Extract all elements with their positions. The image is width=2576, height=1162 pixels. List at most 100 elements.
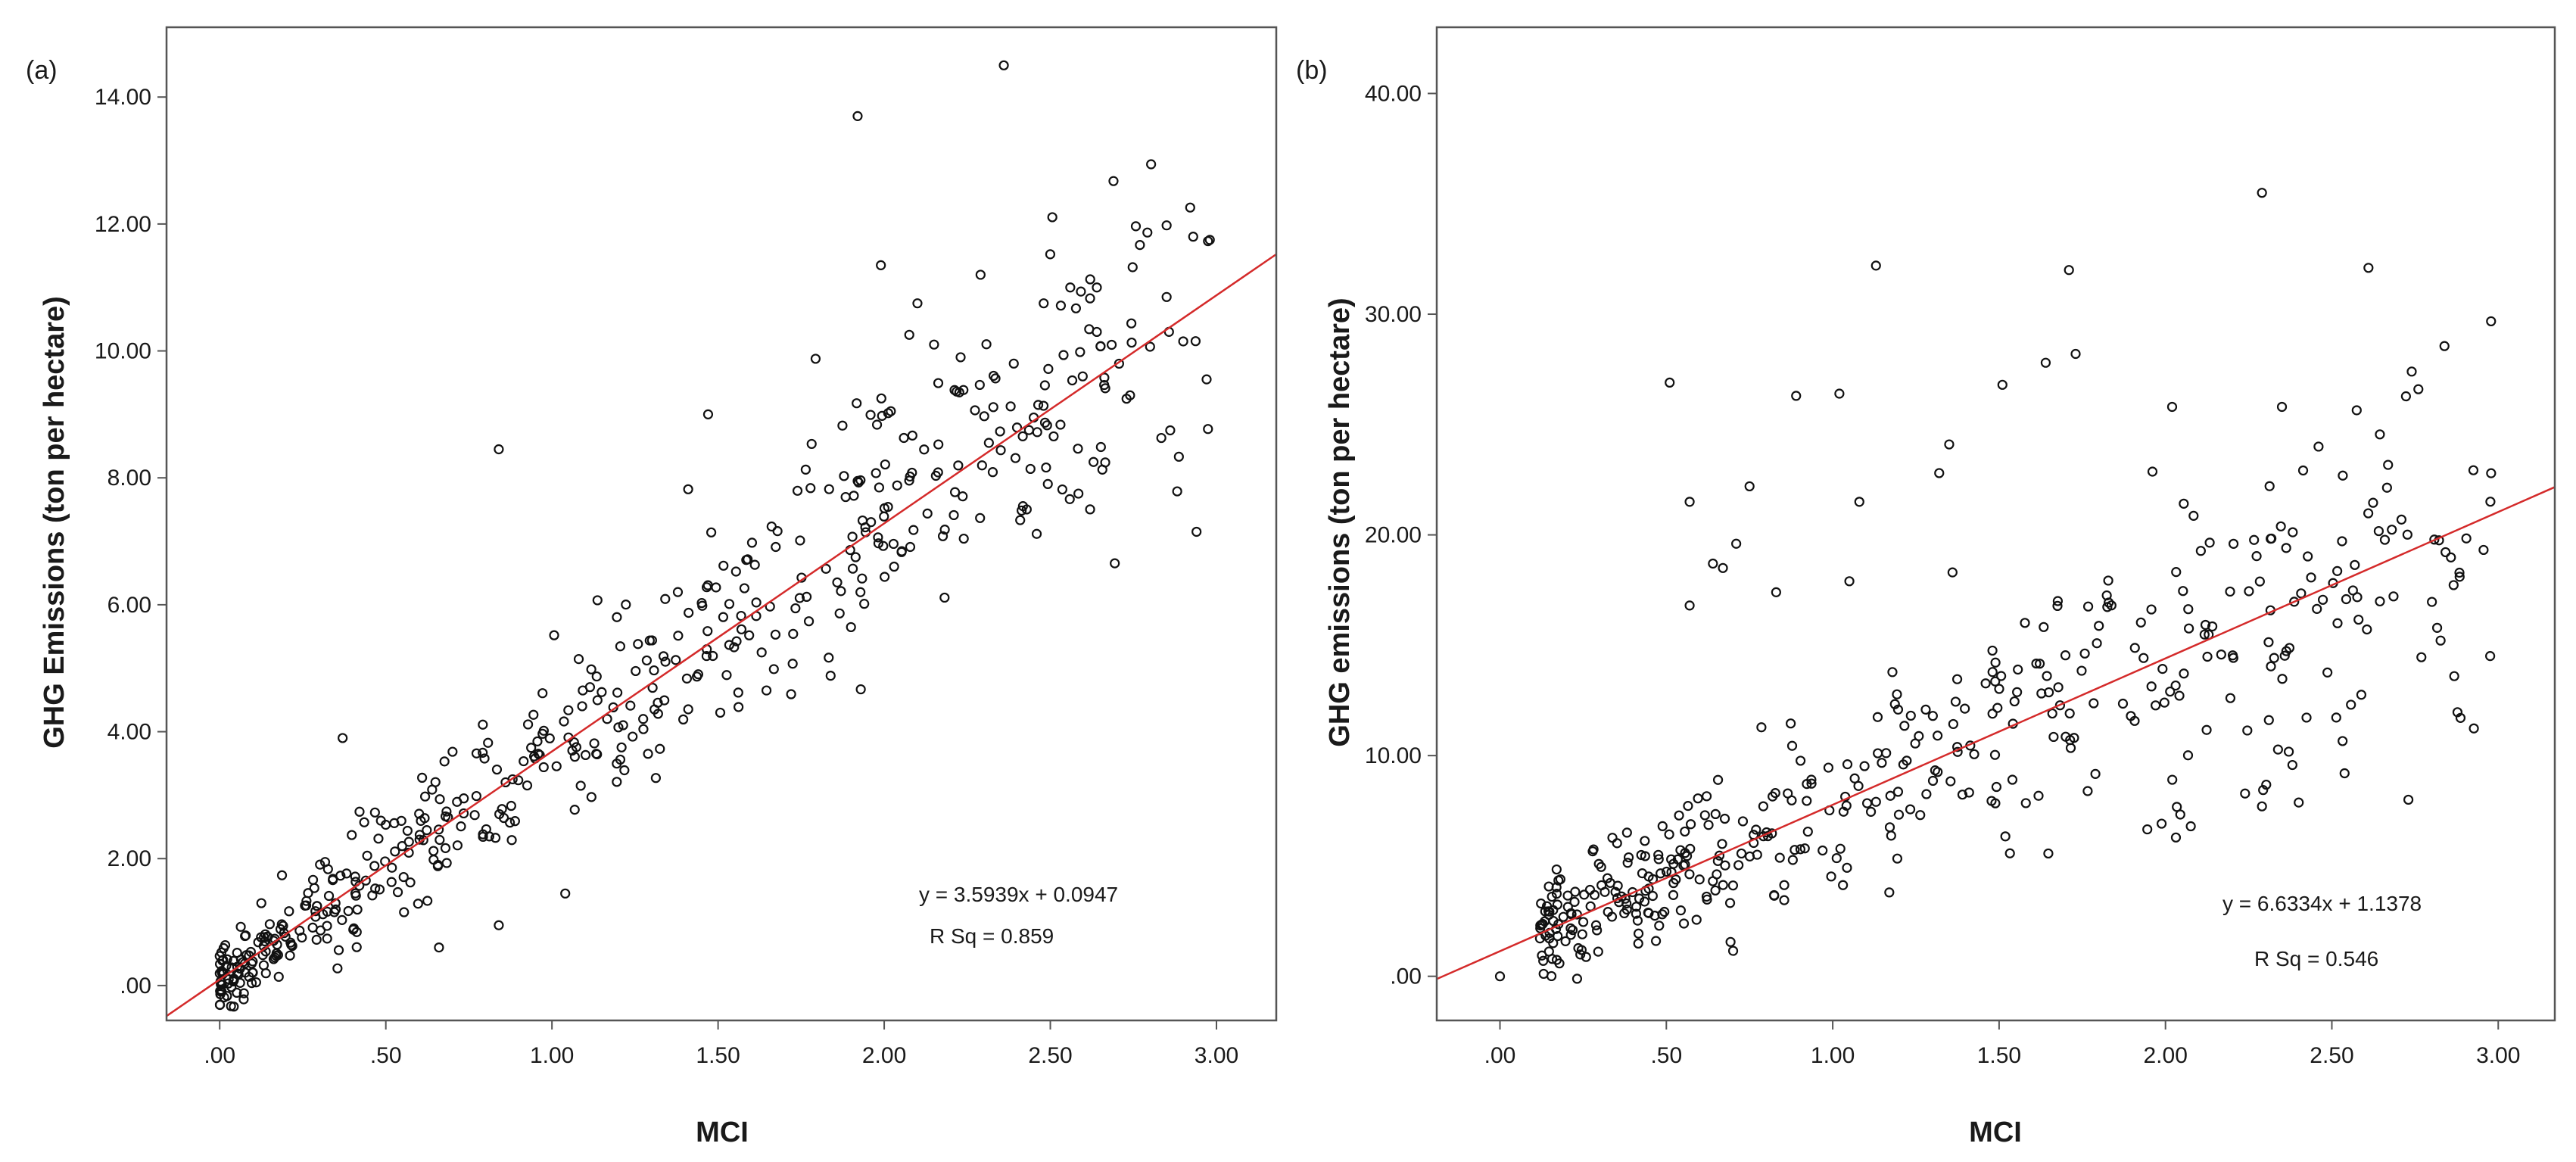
data-point [1933,731,1943,741]
data-point [2347,585,2358,596]
data-point [1990,657,2001,668]
data-point [846,621,856,633]
data-point [2020,798,2031,808]
data-point [1950,696,1961,707]
data-point [592,695,603,706]
data-point [2151,700,2161,711]
data-point [2338,470,2348,481]
x-axis-title: MCI [696,1117,749,1148]
data-point [633,639,643,650]
data-point [839,471,849,481]
data-point [413,899,423,909]
data-point [1787,855,1798,865]
data-point [756,647,767,658]
data-point [1710,808,1721,820]
data-point [721,670,732,681]
data-point [596,687,607,697]
data-point [251,977,261,988]
data-point [824,653,834,663]
data-point [871,468,881,478]
data-point [859,599,870,609]
data-point [975,269,986,280]
data-point [1656,868,1666,879]
data-point [2171,567,2182,578]
data-point [647,682,658,693]
data-point [1088,456,1099,467]
data-point [1806,778,1817,789]
data-point [981,339,992,350]
data-point [2225,586,2235,597]
data-point [2279,650,2290,661]
data-point [1494,971,1506,982]
data-point [953,460,964,471]
data-point [612,687,623,698]
data-point [238,988,249,998]
data-point [1100,383,1110,394]
y-tick-label: 20.00 [1365,523,1422,548]
data-point [908,525,919,535]
data-point [440,811,451,822]
data-point [2269,653,2279,663]
data-point [852,111,863,121]
data-point [1884,887,1895,898]
data-point [348,923,360,933]
data-point [323,890,335,902]
data-point [333,945,344,955]
data-point [2207,621,2218,632]
data-point [2263,637,2274,647]
data-point [939,525,950,535]
data-point [974,379,985,391]
data-point [1640,851,1650,861]
data-point [613,722,624,733]
data-point [1057,484,1067,495]
x-tick-label: .00 [1484,1043,1516,1068]
data-point [1631,908,1642,919]
data-point [1859,761,1870,771]
data-point [2048,731,2059,743]
data-point [736,624,747,634]
data-point [1779,880,1789,890]
data-point [2427,597,2437,607]
data-point [1786,718,1796,729]
data-point [850,552,861,562]
data-point [1632,915,1643,926]
data-point [216,966,227,977]
data-point [734,702,744,712]
data-point [1990,798,2001,808]
fit-line [166,253,1277,1017]
data-point [975,512,986,523]
x-tick-label: 1.00 [1811,1043,1855,1068]
data-point [1685,843,1696,854]
data-point [294,925,305,936]
regression-equation: y = 6.6334x + 1.1378 [2222,892,2422,915]
data-point [1031,528,1042,539]
data-point [912,298,923,309]
data-point [1590,920,1602,930]
data-point [1576,945,1587,955]
data-point [2301,712,2312,723]
data-point [2182,750,2194,761]
data-point [490,833,501,843]
data-point [2313,441,2324,452]
data-point [718,560,729,571]
data-point [1064,494,1075,504]
data-point [1565,930,1576,940]
data-point [2332,565,2343,576]
data-point [528,709,539,720]
data-point [702,580,713,590]
data-point [1021,504,1032,515]
data-point [1731,538,1742,549]
data-point [821,563,831,574]
data-point [1718,880,1728,890]
data-point [2400,391,2411,402]
data-point [398,871,409,883]
data-point [307,922,318,933]
data-point [876,393,886,403]
data-point [369,807,380,818]
data-point [1555,874,1566,885]
data-point [1873,748,1883,759]
data-point [1910,738,1920,749]
data-point [883,501,893,512]
data-point [2179,498,2189,509]
data-point [1758,801,1769,812]
